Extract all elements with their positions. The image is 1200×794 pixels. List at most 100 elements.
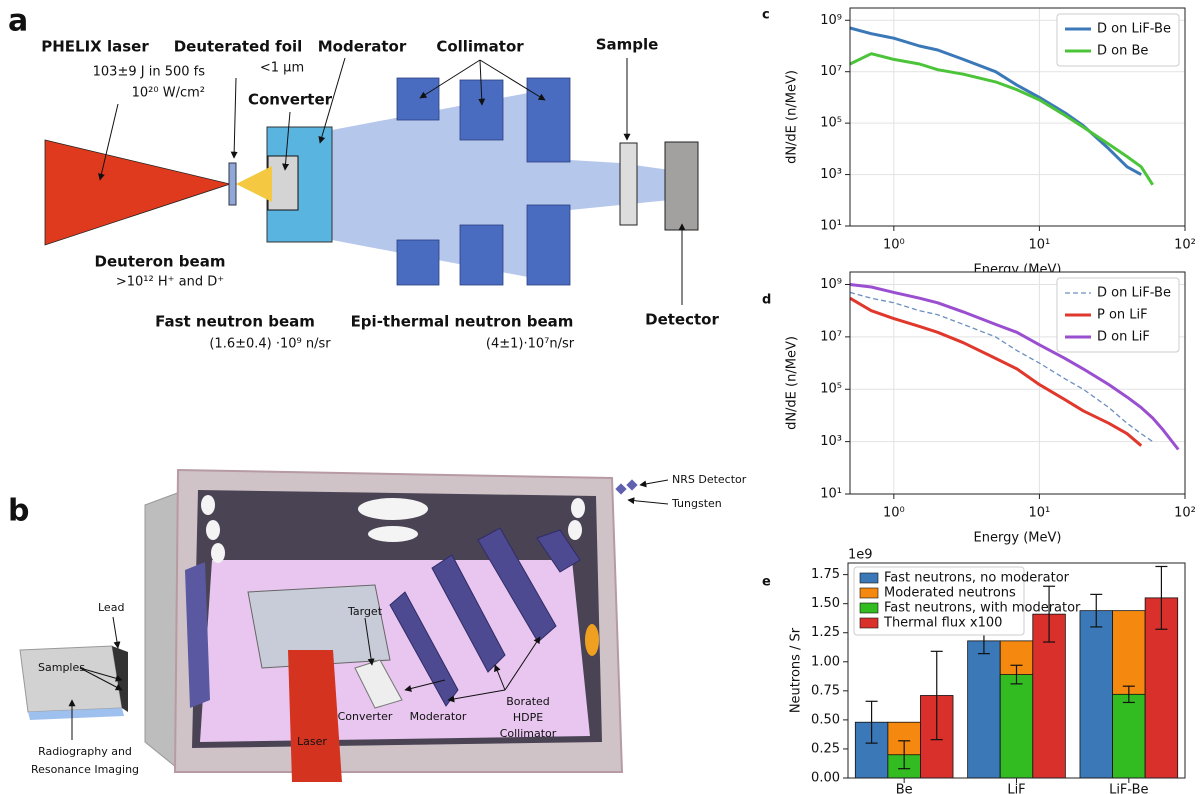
panel-b: b NRS Detector Tungsten Lead Samples R (8, 468, 747, 782)
legend-box (1056, 13, 1180, 67)
laser-intensity: 10²⁰ W/cm² (132, 86, 205, 101)
error-bar (1043, 585, 1056, 643)
y-tick-label: 0.50 (811, 712, 840, 727)
arrows (98, 57, 686, 305)
converter-label: Converter (248, 91, 333, 109)
laser-name: PHELIX laser (41, 38, 149, 56)
collimator-label: Borated (506, 695, 550, 708)
y-tick-label: 0.75 (811, 683, 840, 698)
legend-swatch (859, 587, 879, 599)
neutron-beam (332, 85, 670, 285)
foil-thickness: <1 µm (260, 61, 304, 76)
y-offset-label: 1e9 (848, 548, 873, 563)
y-axis-label: Neutrons / Sr (789, 627, 804, 713)
legend-label: Fast neutrons, with moderator (884, 601, 1081, 616)
collimator-label: Collimator (436, 38, 524, 56)
moderator-label: Moderator (410, 710, 467, 723)
detector-label: Detector (645, 311, 719, 329)
laser (288, 650, 342, 782)
y-tick-label: 10⁹ (820, 277, 842, 292)
panel-label: c (762, 8, 770, 23)
error-bar (898, 740, 911, 770)
x-tick-label: 10² (1174, 238, 1196, 253)
y-axis-label: dN/dE (n/MeV) (785, 336, 800, 430)
y-tick-label: 10⁷ (820, 64, 842, 79)
collimator-blocks (389, 527, 581, 707)
legend-label: Thermal flux x100 (883, 616, 1002, 631)
panel-label: d (762, 293, 771, 308)
y-tick-label: 10³ (820, 167, 842, 182)
x-tick-label: 10² (1174, 506, 1196, 521)
legend-label: D on LiF-Be (1097, 286, 1171, 301)
foil (228, 162, 237, 206)
error-bar (865, 700, 878, 744)
y-tick-label: 10¹ (820, 219, 842, 234)
laser-beam (44, 139, 232, 246)
target-label: Target (347, 605, 383, 618)
laser-label: Laser (297, 735, 327, 748)
laser-energy: 103±9 J in 500 fs (93, 65, 206, 80)
y-tick-label: 1.75 (811, 567, 840, 582)
deuteron-content: >10¹² H⁺ and D⁺ (116, 275, 224, 290)
y-tick-label: 0.25 (811, 741, 840, 756)
collimator-label: HDPE (513, 711, 543, 724)
error-bar (1155, 565, 1168, 630)
side-block (185, 562, 210, 708)
plot-frame (849, 7, 1186, 227)
deuteron-cone (236, 166, 272, 202)
series-line (849, 291, 1154, 443)
tungsten-label: Tungsten (671, 497, 722, 510)
x-tick-label: 10⁰ (883, 506, 905, 521)
panel-label: e (762, 575, 771, 590)
collimator-blocks (396, 77, 571, 286)
collimator-label: Collimator (500, 727, 557, 740)
foil-name: Deuterated foil (174, 38, 303, 56)
y-tick-label: 1.00 (811, 654, 840, 669)
series-line (849, 296, 1143, 447)
nrs-detector (615, 483, 627, 495)
target-chamber (247, 584, 391, 669)
panel-label: a (8, 4, 28, 39)
x-tick-label: 10⁰ (883, 238, 905, 253)
deuteron-beam: Deuteron beam (95, 253, 226, 271)
detector (664, 141, 699, 231)
panel-label: b (8, 494, 29, 529)
sample (619, 142, 638, 226)
error-bar (1010, 664, 1023, 685)
tungsten (626, 479, 638, 491)
y-tick-label: 10⁵ (820, 116, 842, 131)
y-tick-label: 1.25 (811, 625, 840, 640)
y-tick-label: 10⁵ (820, 382, 842, 397)
legend-label: Moderated neutrons (884, 586, 1016, 601)
moderator-label: Moderator (318, 38, 407, 56)
converter-label: Converter (338, 710, 393, 723)
legend-label: D on Be (1097, 44, 1148, 59)
y-tick-label: 1.50 (811, 596, 840, 611)
y-tick-label: 10⁹ (820, 13, 842, 28)
series-line (849, 26, 1142, 176)
series-line (849, 283, 1180, 451)
plot-frame (847, 562, 1186, 779)
sample-label: Sample (596, 36, 659, 54)
error-bar (1090, 593, 1103, 628)
error-bar (930, 650, 943, 741)
bar (1079, 610, 1113, 779)
x-tick-label: LiF (1007, 783, 1025, 794)
legend-label: Fast neutrons, no moderator (884, 571, 1070, 586)
legend-box (853, 566, 1025, 636)
lead-label: Lead (98, 601, 124, 614)
samples-label: Samples (38, 661, 85, 674)
x-tick-label: 10¹ (1029, 238, 1051, 253)
imaging-label: Resonance Imaging (31, 763, 139, 776)
y-tick-label: 10¹ (820, 487, 842, 502)
nrs-label: NRS Detector (672, 473, 747, 486)
bar (1112, 693, 1146, 779)
y-tick-label: 0.00 (811, 771, 840, 786)
x-tick-label: LiF-Be (1109, 783, 1148, 794)
fast-beam: Fast neutron beam (155, 313, 315, 331)
legend-label: D on LiF-Be (1097, 22, 1171, 37)
panel-a: a PHELIX laser 103±9 J in 500 fs 10²⁰ W/… (8, 4, 719, 352)
converter (267, 155, 299, 211)
arrows (68, 479, 669, 740)
